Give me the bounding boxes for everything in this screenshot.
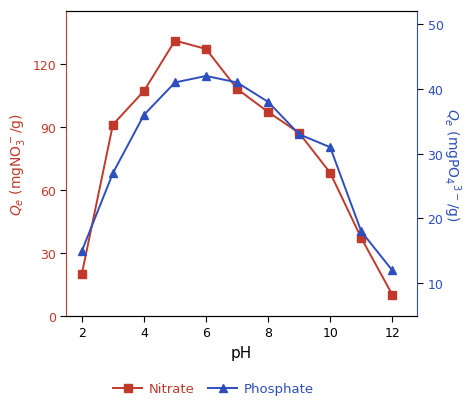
Y-axis label: $Q_e$ (mgNO$_3^-$/g): $Q_e$ (mgNO$_3^-$/g) [8, 113, 27, 215]
Phosphate [265, 100, 271, 105]
Legend: Nitrate, Phosphate: Nitrate, Phosphate [108, 377, 319, 401]
Line: Nitrate: Nitrate [78, 38, 396, 299]
Nitrate [265, 110, 271, 115]
Phosphate [234, 81, 240, 86]
Nitrate [390, 292, 395, 297]
Nitrate [328, 171, 333, 176]
Phosphate [358, 230, 364, 234]
Phosphate [390, 268, 395, 273]
Nitrate [79, 272, 85, 277]
Nitrate [203, 47, 209, 52]
Nitrate [172, 39, 178, 44]
Line: Phosphate: Phosphate [78, 72, 396, 275]
Phosphate [141, 113, 147, 118]
Phosphate [328, 145, 333, 150]
Y-axis label: $Q_e$ (mgPO$_4$$^{3-}$/g): $Q_e$ (mgPO$_4$$^{3-}$/g) [441, 107, 463, 221]
Phosphate [296, 132, 302, 137]
Nitrate [296, 131, 302, 136]
X-axis label: pH: pH [231, 345, 252, 360]
Phosphate [79, 249, 85, 254]
Nitrate [234, 87, 240, 92]
Nitrate [110, 123, 116, 128]
Nitrate [358, 236, 364, 241]
Phosphate [172, 81, 178, 86]
Phosphate [110, 171, 116, 176]
Phosphate [203, 75, 209, 79]
Nitrate [141, 90, 147, 94]
